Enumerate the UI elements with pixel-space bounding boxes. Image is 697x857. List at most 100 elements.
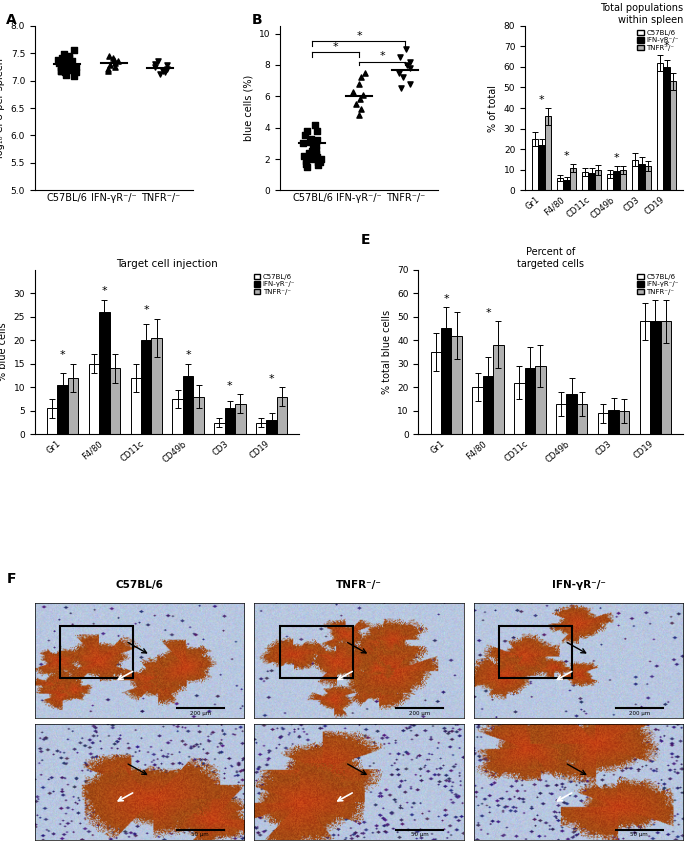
Bar xyxy=(577,404,588,434)
Text: 200 μm: 200 μm xyxy=(629,710,650,716)
Point xyxy=(112,55,123,69)
Bar xyxy=(650,321,661,434)
Point xyxy=(64,58,75,72)
Bar xyxy=(567,394,577,434)
Text: A: A xyxy=(6,13,17,27)
Bar xyxy=(582,172,588,190)
Bar xyxy=(47,409,57,434)
Point xyxy=(306,132,317,146)
Bar xyxy=(598,413,608,434)
Point xyxy=(298,136,309,150)
Text: *: * xyxy=(564,151,569,160)
Bar xyxy=(235,404,245,434)
Text: *: * xyxy=(443,294,449,303)
Bar xyxy=(563,180,569,190)
Bar xyxy=(640,321,650,434)
Y-axis label: % of total: % of total xyxy=(488,85,498,132)
Point xyxy=(311,124,322,138)
Point xyxy=(104,58,115,72)
Point xyxy=(159,65,170,79)
Point xyxy=(63,49,75,63)
Point xyxy=(302,160,313,174)
Bar xyxy=(645,165,651,190)
Text: *: * xyxy=(227,381,233,391)
Point xyxy=(306,153,317,166)
Point xyxy=(102,64,113,78)
Bar xyxy=(452,336,462,434)
Bar xyxy=(661,321,671,434)
Point xyxy=(55,64,66,78)
Text: 50 μm: 50 μm xyxy=(192,832,209,837)
Bar xyxy=(141,340,151,434)
Title: Target cell injection: Target cell injection xyxy=(116,259,218,269)
Point xyxy=(70,60,82,74)
Text: 200 μm: 200 μm xyxy=(190,710,211,716)
Bar xyxy=(279,626,353,678)
Text: *: * xyxy=(269,374,275,384)
Bar xyxy=(99,312,109,434)
Point xyxy=(312,134,323,147)
Legend: C57BL/6, IFN-γR⁻/⁻, TNFR⁻/⁻: C57BL/6, IFN-γR⁻/⁻, TNFR⁻/⁻ xyxy=(253,273,296,296)
Text: 50 μm: 50 μm xyxy=(411,832,429,837)
Point xyxy=(310,143,321,157)
Point xyxy=(299,129,310,142)
Point xyxy=(58,55,69,69)
Bar xyxy=(544,117,551,190)
Point xyxy=(298,149,309,163)
Bar xyxy=(588,173,595,190)
Point xyxy=(68,44,79,57)
Text: *: * xyxy=(333,42,339,51)
Point xyxy=(307,144,318,158)
Bar xyxy=(60,626,133,678)
Bar xyxy=(538,145,544,190)
Text: 50 μm: 50 μm xyxy=(631,832,648,837)
Point xyxy=(395,51,406,64)
Bar xyxy=(619,411,629,434)
Point xyxy=(154,67,165,81)
Point xyxy=(110,57,121,70)
Point xyxy=(58,60,69,74)
Point xyxy=(396,81,407,95)
Bar xyxy=(431,352,441,434)
Bar xyxy=(183,375,193,434)
Bar xyxy=(569,168,576,190)
Text: Total populations
within spleen: Total populations within spleen xyxy=(600,3,683,25)
Bar xyxy=(130,378,141,434)
Text: IFN-γR⁻/⁻: IFN-γR⁻/⁻ xyxy=(551,580,606,590)
Point xyxy=(161,62,172,75)
Point xyxy=(152,55,163,69)
Point xyxy=(355,70,367,84)
Bar xyxy=(277,397,287,434)
Bar xyxy=(620,170,626,190)
Point xyxy=(59,51,70,65)
Point xyxy=(312,155,323,169)
Bar xyxy=(514,382,525,434)
Point xyxy=(53,53,64,67)
Title: Percent of
targeted cells: Percent of targeted cells xyxy=(517,248,584,269)
Point xyxy=(311,138,322,152)
Bar xyxy=(535,366,546,434)
Point xyxy=(394,66,405,80)
Point xyxy=(104,49,115,63)
Point xyxy=(109,60,121,74)
Point xyxy=(56,64,67,78)
Bar xyxy=(638,164,645,190)
Point xyxy=(355,93,366,106)
Point xyxy=(312,151,323,165)
Bar xyxy=(109,369,120,434)
Point xyxy=(310,147,321,161)
Bar xyxy=(664,67,670,190)
Point xyxy=(301,124,312,138)
Point xyxy=(359,66,370,80)
Text: *: * xyxy=(379,51,385,61)
Bar xyxy=(483,375,493,434)
Bar xyxy=(68,378,78,434)
Text: *: * xyxy=(102,286,107,297)
Text: TNFR⁻/⁻: TNFR⁻/⁻ xyxy=(336,580,382,590)
Bar xyxy=(214,423,224,434)
Text: *: * xyxy=(613,153,620,163)
Point xyxy=(303,146,314,159)
Bar xyxy=(670,81,676,190)
Point xyxy=(353,108,365,122)
Point xyxy=(348,85,359,99)
